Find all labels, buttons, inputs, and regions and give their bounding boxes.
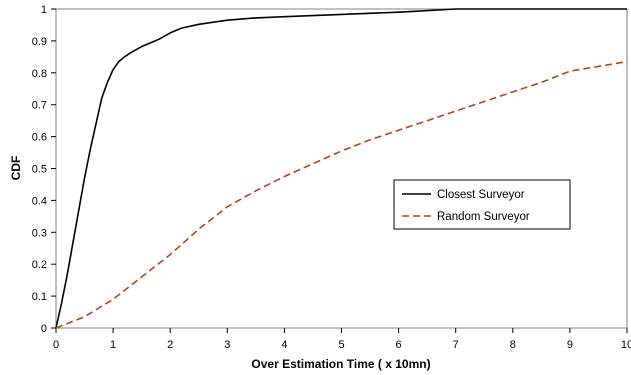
y-tick-label: 0.8 — [32, 68, 47, 80]
y-axis-title: CDF — [9, 156, 23, 181]
y-tick-label: 0.5 — [32, 164, 47, 176]
y-tick-label: 0.4 — [32, 195, 47, 207]
series-line-closest-surveyor — [55, 8, 627, 329]
legend: Closest Surveyor Random Surveyor — [393, 179, 571, 230]
legend-label-random-surveyor: Random Surveyor — [437, 211, 530, 223]
y-tick-label: 0.1 — [32, 291, 47, 303]
series-lines — [55, 8, 628, 329]
x-tick-label: 2 — [167, 339, 173, 351]
x-tick-label: 3 — [224, 339, 230, 351]
y-tick-label: 0.7 — [32, 100, 47, 112]
x-axis-ticks: 0 1 2 3 4 5 6 7 8 9 10 — [53, 328, 631, 351]
x-tick-label: 9 — [567, 339, 573, 351]
y-tick-label: 0.9 — [32, 36, 47, 48]
y-axis-ticks: 0 0.1 0.2 0.3 0.4 0.5 0.6 0.7 0.8 0.9 1 — [32, 4, 56, 335]
y-tick-label: 1 — [41, 4, 47, 16]
x-tick-label: 6 — [396, 339, 402, 351]
x-tick-label: 4 — [281, 339, 287, 351]
plot-area-border — [55, 8, 628, 329]
series-line-random-surveyor — [55, 60, 628, 329]
x-tick-label: 1 — [110, 339, 116, 351]
x-tick-label: 8 — [510, 339, 516, 351]
y-tick-label: 0 — [41, 323, 47, 335]
axes — [55, 8, 628, 329]
x-tick-label: 7 — [453, 339, 459, 351]
y-tick-label: 0.3 — [32, 227, 47, 239]
x-axis-title: Over Estimation Time ( x 10mn) — [251, 357, 430, 371]
legend-box — [393, 179, 571, 230]
legend-label-closest-surveyor: Closest Surveyor — [437, 189, 525, 201]
x-tick-label: 0 — [53, 339, 59, 351]
x-tick-label: 10 — [621, 339, 631, 351]
y-tick-label: 0.2 — [32, 259, 47, 271]
y-tick-label: 0.6 — [32, 132, 47, 144]
x-tick-label: 5 — [338, 339, 344, 351]
